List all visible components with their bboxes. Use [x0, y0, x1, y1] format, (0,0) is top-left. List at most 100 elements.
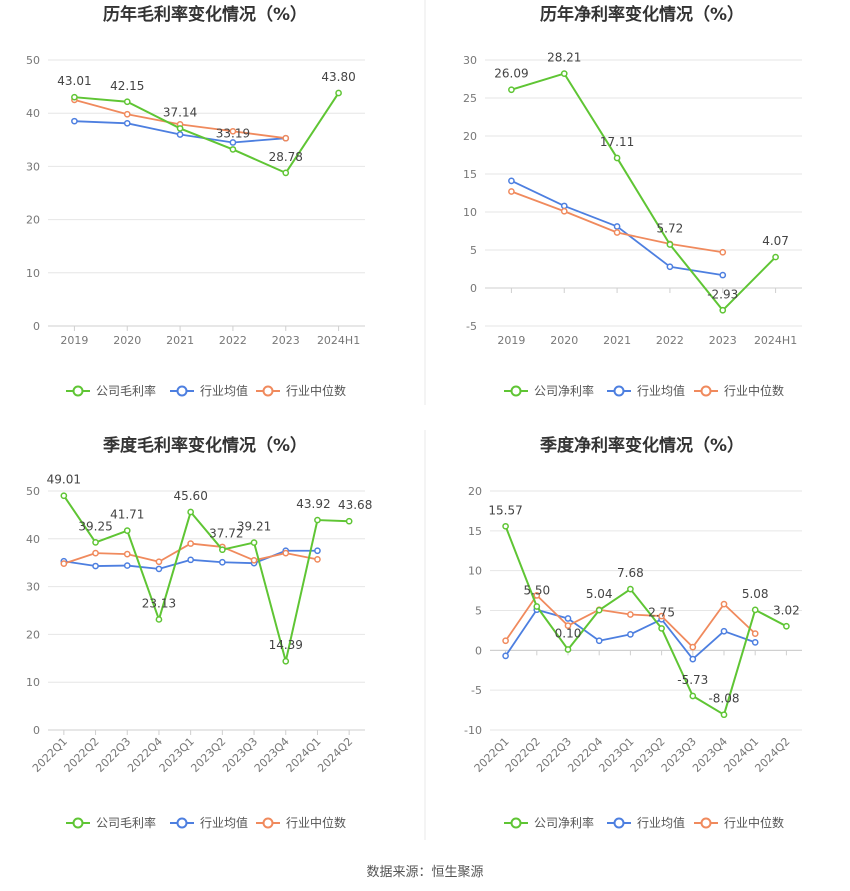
point-company [282, 169, 290, 177]
data-label-company: 7.68 [617, 566, 644, 580]
point-company [176, 125, 184, 132]
point-median [229, 127, 237, 135]
data-label-company: 23.13 [142, 596, 176, 610]
data-source-note: 数据来源：恒生聚源 [366, 865, 483, 880]
y-tick-label: 40 [26, 533, 40, 546]
point-avg [219, 558, 226, 566]
point-company [71, 93, 78, 101]
point-median [502, 637, 509, 645]
y-tick-label: 0 [475, 644, 482, 657]
data-label-company: 39.25 [78, 519, 112, 533]
x-tick-label: 2019 [60, 334, 88, 347]
y-tick-label: 5 [470, 244, 477, 257]
point-avg [123, 119, 131, 127]
point-avg [314, 547, 321, 555]
point-avg [564, 615, 572, 622]
y-tick-label: 0 [33, 724, 40, 737]
legend-label: 行业均值 [637, 815, 685, 830]
y-tick-label: 30 [463, 54, 477, 67]
point-median [282, 549, 290, 557]
data-label-company: 2.75 [648, 605, 675, 619]
point-median [719, 248, 727, 256]
data-label-company: -5.73 [677, 673, 708, 687]
data-label-company: 43.92 [296, 497, 330, 511]
point-company [335, 89, 342, 97]
point-avg [719, 271, 727, 279]
x-tick-label: 2023 [709, 334, 737, 347]
data-label-company: 5.04 [586, 587, 613, 601]
series-line-median [511, 190, 723, 254]
y-tick-label: 20 [26, 628, 40, 641]
point-avg [71, 117, 78, 125]
y-tick-label: 50 [26, 54, 40, 67]
data-label-company: 45.60 [173, 489, 207, 503]
y-tick-label: 10 [26, 676, 40, 689]
chart-1: 历年毛利率变化情况（%） 0 10 20 30 40 50 2019 2020 2021 2022 2… [26, 4, 365, 398]
point-avg [502, 652, 509, 660]
series-line-company [63, 495, 350, 663]
point-median [155, 558, 163, 566]
point-median [187, 540, 194, 547]
x-tick-label: 2024H1 [754, 334, 797, 347]
y-tick-label: 10 [26, 267, 40, 280]
legend-swatch-marker [613, 385, 625, 397]
y-tick-label: -5 [466, 320, 477, 333]
legend-label: 公司毛利率 [96, 815, 156, 830]
point-avg [92, 562, 99, 570]
point-median [92, 549, 99, 557]
data-label-company: 3.02 [773, 603, 800, 617]
point-median [533, 592, 541, 599]
y-tick-label: 20 [468, 485, 482, 498]
point-company [123, 527, 131, 534]
chart-2: 历年净利率变化情况（%） -5 0 5 10 15 20 25 30 2019 2020 2021 20… [463, 4, 802, 398]
point-avg [176, 131, 184, 138]
x-tick-label: 2020 [113, 334, 141, 347]
legend-swatch-marker [700, 385, 712, 397]
data-label-company: 14.39 [269, 638, 303, 652]
point-median [123, 550, 131, 558]
series-line-median [504, 594, 756, 649]
point-company [783, 622, 790, 630]
point-median [60, 560, 68, 568]
point-company [564, 646, 572, 653]
series-line-company [511, 72, 777, 312]
chart-4: 季度净利率变化情况（%）-10-5051015202022Q12022Q2202… [464, 435, 802, 830]
x-tick-label: 2022 [656, 334, 684, 347]
point-median [658, 612, 665, 620]
point-company [772, 253, 779, 261]
data-label-company: 17.11 [600, 135, 634, 149]
point-median [314, 556, 321, 563]
point-company [229, 146, 237, 153]
data-label-company: 33.19 [216, 126, 250, 140]
point-company [751, 606, 759, 614]
x-tick-label: 2022 [219, 334, 247, 347]
data-label-company: 42.15 [110, 79, 144, 93]
point-avg [155, 565, 163, 573]
point-company [60, 492, 68, 500]
point-median [627, 611, 634, 618]
data-label-company: 37.14 [163, 105, 197, 119]
legend-swatch-marker [262, 385, 274, 397]
legend-label: 行业中位数 [724, 383, 784, 398]
legend-label: 行业均值 [200, 815, 248, 830]
point-company [250, 539, 258, 546]
y-tick-label: 0 [470, 282, 477, 295]
point-avg [560, 202, 568, 210]
y-tick-label: 30 [26, 581, 40, 594]
point-avg [613, 223, 621, 230]
chart-title: 历年毛利率变化情况（%） [103, 4, 307, 25]
y-tick-label: -10 [464, 724, 482, 737]
point-company [533, 603, 541, 610]
x-tick-label: 2024Q2 [315, 735, 355, 775]
point-company [720, 711, 728, 719]
point-median [751, 630, 759, 637]
data-label-company: 26.09 [494, 67, 528, 81]
y-tick-label: 0 [33, 320, 40, 333]
legend-label: 行业均值 [200, 383, 248, 398]
y-tick-label: 15 [463, 168, 477, 181]
x-tick-label: 2020 [550, 334, 578, 347]
point-median [123, 110, 131, 118]
point-avg [666, 263, 674, 271]
point-avg [229, 139, 237, 146]
